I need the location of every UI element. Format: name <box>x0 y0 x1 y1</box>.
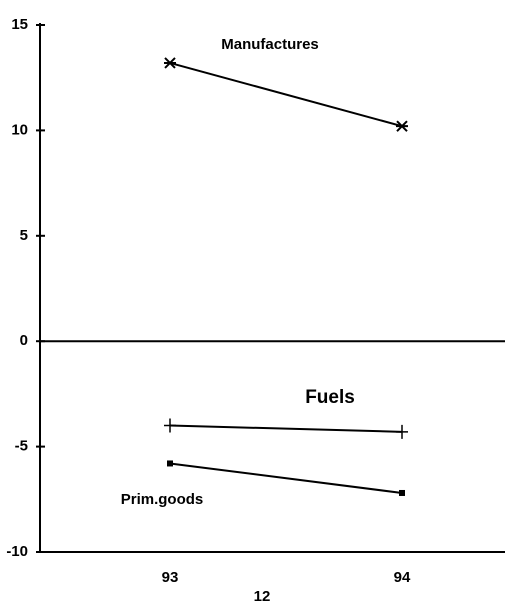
y-tick-label: 15 <box>11 16 28 33</box>
series-label: Prim.goods <box>121 491 204 508</box>
y-tick-label: -10 <box>6 543 28 560</box>
x-axis-label: 12 <box>254 588 271 605</box>
y-tick-label: -5 <box>15 438 28 455</box>
x-tick-label: 94 <box>394 569 411 586</box>
series-line <box>169 424 403 433</box>
series-label: Fuels <box>305 387 355 408</box>
series-line <box>169 61 403 128</box>
y-tick-label: 0 <box>20 332 28 349</box>
y-tick-label: 5 <box>20 227 28 244</box>
marker <box>164 57 176 69</box>
marker <box>167 460 173 467</box>
y-tick-label: 10 <box>11 121 28 138</box>
series-label: Manufactures <box>221 36 319 53</box>
x-tick-label: 93 <box>162 569 179 586</box>
marker <box>164 418 176 433</box>
series-line <box>169 462 403 494</box>
marker <box>396 120 408 132</box>
marker <box>396 424 408 439</box>
marker <box>399 489 405 496</box>
